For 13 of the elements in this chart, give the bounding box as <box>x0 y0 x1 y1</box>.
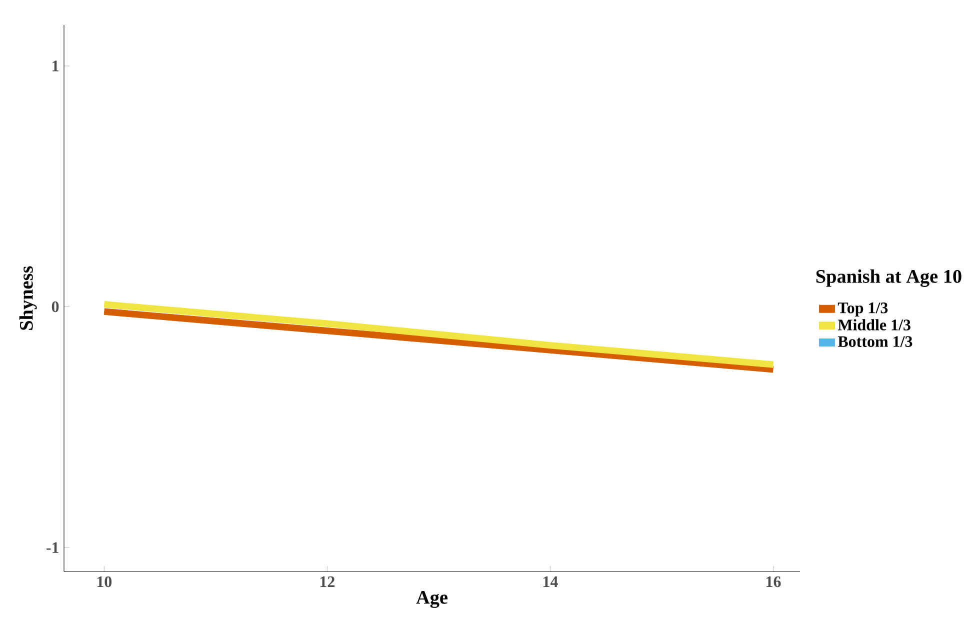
x-tick-label: 10 <box>97 576 112 588</box>
y-tick-label: 0 <box>52 301 59 312</box>
legend-label: Top 1/3 <box>838 302 888 317</box>
y-tick-label: 1 <box>52 60 58 72</box>
legend-title: Spanish at Age 10 <box>816 269 962 287</box>
y-axis-title: Shyness <box>19 266 37 330</box>
y-tick-label: -1 <box>46 542 58 553</box>
legend-label: Middle 1/3 <box>838 319 910 330</box>
x-axis-title: Age <box>416 590 448 608</box>
legend-label: Bottom 1/3 <box>838 336 912 347</box>
x-tick-label: 16 <box>766 576 781 588</box>
x-tick-label: 12 <box>320 576 334 587</box>
x-tick-label: 14 <box>543 576 558 587</box>
